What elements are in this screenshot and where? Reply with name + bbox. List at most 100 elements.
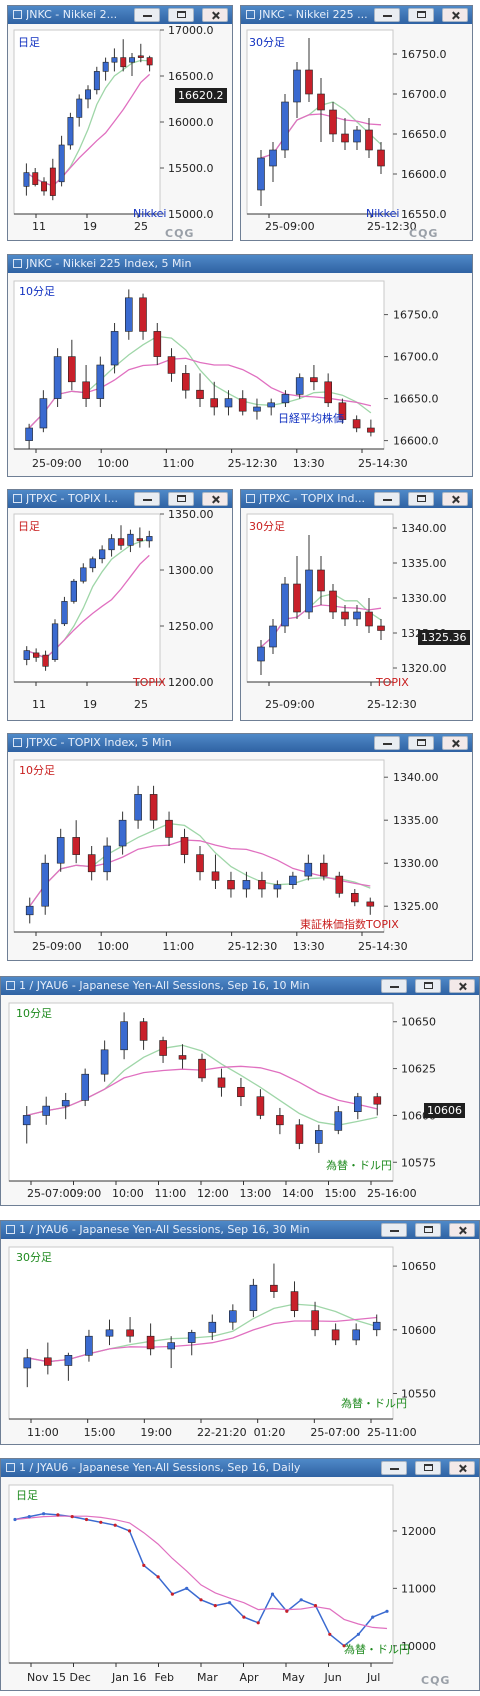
series-name-label: Nikkei xyxy=(366,207,400,220)
plot-area[interactable]: 10650 10625 10600 10575 25-07:00 09:00 10:00 11… xyxy=(1,995,479,1205)
chart-window-nikkei-daily[interactable]: JNKC - Nikkei 2... 17000.0 16500.0 16000.0… xyxy=(7,5,233,241)
close-button[interactable] xyxy=(442,8,468,22)
minimize-button[interactable] xyxy=(374,8,400,22)
candle-body xyxy=(310,377,318,383)
minimize-button[interactable] xyxy=(381,979,407,993)
maximize-button[interactable] xyxy=(415,1461,441,1475)
candle-body xyxy=(32,172,39,185)
candle-body xyxy=(127,533,134,546)
minimize-button[interactable] xyxy=(374,492,400,506)
minimize-button[interactable] xyxy=(381,1223,407,1237)
title-bar[interactable]: 1 / JYAU6 - Japanese Yen-All Sessions, S… xyxy=(1,1221,479,1239)
period-label: 日足 xyxy=(18,36,40,49)
candlestick-chart: 1350.00 1300.00 1250.00 1200.00 11 19 25 xyxy=(13,508,214,711)
candle-body xyxy=(125,297,133,332)
period-label: 30分足 xyxy=(249,520,285,533)
close-button[interactable] xyxy=(442,736,468,750)
candle-body xyxy=(289,875,297,885)
maximize-button[interactable] xyxy=(168,8,194,22)
maximize-button[interactable] xyxy=(415,979,441,993)
candle-body xyxy=(41,181,48,192)
chart-window-nikkei-10min[interactable]: JNKC - Nikkei 225 Index, 5 Min 16750.0 16… xyxy=(7,254,473,477)
candle-body xyxy=(81,1073,89,1101)
candle-body xyxy=(146,57,153,66)
plot-area[interactable]: 1350.00 1300.00 1250.00 1200.00 11 19 25 日足 TO… xyxy=(8,508,232,720)
minimize-button[interactable] xyxy=(134,492,160,506)
title-bar[interactable]: JTPXC - TOPIX Index, 5 Min xyxy=(8,734,472,752)
candle-body xyxy=(89,558,96,569)
title-bar[interactable]: 1 / JYAU6 - Japanese Yen-All Sessions, S… xyxy=(1,1459,479,1477)
minimize-button[interactable] xyxy=(374,736,400,750)
x-tick-label: Mar xyxy=(197,1671,218,1684)
candle-body xyxy=(317,569,325,592)
chart-window-topix-30min[interactable]: JTPXC - TOPIX Ind... 1340.00 1335.00 1330.… xyxy=(240,489,473,721)
window-title: JNKC - Nikkei 225 ... xyxy=(259,8,368,21)
plot-area[interactable]: 16750.0 16700.0 16650.0 16600.0 25-09:00 10:0… xyxy=(8,273,472,476)
plot-area[interactable]: 10650 10600 10550 11:00 15:00 19:00 22-21:20 01… xyxy=(1,1239,479,1444)
series-name-label: Nikkei xyxy=(133,207,167,220)
x-tick-label: 01:20 xyxy=(254,1426,286,1439)
chart-window-topix-10min[interactable]: JTPXC - TOPIX Index, 5 Min 1340.00 1335.0… xyxy=(7,733,473,961)
data-point xyxy=(385,1609,389,1613)
candle-body xyxy=(139,297,147,332)
period-label: 10分足 xyxy=(16,1007,52,1020)
title-bar[interactable]: JNKC - Nikkei 225 Index, 5 Min xyxy=(8,255,472,273)
candle-body xyxy=(331,1329,340,1341)
chart-window-yen-30min[interactable]: 1 / JYAU6 - Japanese Yen-All Sessions, S… xyxy=(0,1220,480,1445)
close-button[interactable] xyxy=(449,1461,475,1475)
close-button[interactable] xyxy=(202,8,228,22)
y-tick-label: 10550 xyxy=(401,1388,436,1401)
y-tick-label: 16600.0 xyxy=(401,168,447,181)
maximize-button[interactable] xyxy=(408,8,434,22)
y-tick-label: 1300.00 xyxy=(168,564,214,577)
candle-body xyxy=(367,427,375,433)
minimize-button[interactable] xyxy=(134,8,160,22)
period-label: 10分足 xyxy=(19,764,55,777)
plot-area[interactable]: 1340.00 1335.00 1330.00 1325.00 25-09:00 10:0… xyxy=(8,752,472,960)
chart-window-yen-10min[interactable]: 1 / JYAU6 - Japanese Yen-All Sessions, S… xyxy=(0,976,480,1206)
candle-body xyxy=(42,654,49,667)
close-button[interactable] xyxy=(449,979,475,993)
candle-body xyxy=(120,1021,128,1051)
data-point xyxy=(13,1517,17,1522)
chart-window-topix-daily[interactable]: JTPXC - TOPIX I... 1350.00 1300.00 1250.00… xyxy=(7,489,233,721)
plot-area[interactable]: 17000.0 16500.0 16000.0 15500.0 15000.0 11 19 2… xyxy=(8,24,232,240)
maximize-button[interactable] xyxy=(415,1223,441,1237)
candle-body xyxy=(329,109,337,135)
title-bar[interactable]: JTPXC - TOPIX I... xyxy=(8,490,232,508)
plot-area[interactable]: 16750.0 16700.0 16650.0 16600.0 16550.0 25-09… xyxy=(241,24,472,240)
title-bar[interactable]: JNKC - Nikkei 2... xyxy=(8,6,232,24)
title-bar[interactable]: 1 / JYAU6 - Japanese Yen-All Sessions, S… xyxy=(1,977,479,995)
close-button[interactable] xyxy=(202,492,228,506)
candle-body xyxy=(341,133,349,143)
close-button[interactable] xyxy=(449,1223,475,1237)
close-button[interactable] xyxy=(442,492,468,506)
data-point xyxy=(328,1632,332,1636)
y-tick-label: 1350.00 xyxy=(168,508,214,521)
x-tick-label: 19 xyxy=(83,698,97,711)
candle-body xyxy=(365,129,373,151)
title-bar[interactable]: JTPXC - TOPIX Ind... xyxy=(241,490,472,508)
maximize-button[interactable] xyxy=(168,492,194,506)
chart-window-yen-daily[interactable]: 1 / JYAU6 - Japanese Yen-All Sessions, S… xyxy=(0,1458,480,1691)
candle-body xyxy=(352,419,361,429)
minimize-button[interactable] xyxy=(381,1461,407,1475)
chart-window-nikkei-30min[interactable]: JNKC - Nikkei 225 ... 16750.0 16700.0 1665… xyxy=(240,5,473,241)
window-title: 1 / JYAU6 - Japanese Yen-All Sessions, S… xyxy=(19,979,310,992)
maximize-button[interactable] xyxy=(408,736,434,750)
maximize-button[interactable] xyxy=(408,492,434,506)
plot-area[interactable]: 1340.001335.001330.001325.001320.0025-09… xyxy=(241,508,472,720)
period-label: 日足 xyxy=(18,520,40,533)
data-point xyxy=(299,1598,303,1602)
y-tick-label: 10575 xyxy=(401,1156,436,1169)
x-tick-label: 10:00 xyxy=(112,1187,144,1200)
period-label: 30分足 xyxy=(249,36,285,49)
y-tick-label: 16550.0 xyxy=(401,208,447,221)
y-tick-label: 15000.0 xyxy=(168,208,214,221)
plot-background xyxy=(13,280,385,450)
plot-area[interactable]: 12000 11000 10000 Nov 15 Dec Jan 16 Feb Mar Apr M… xyxy=(1,1477,479,1690)
title-bar[interactable]: JNKC - Nikkei 225 ... xyxy=(241,6,472,24)
candle-body xyxy=(51,623,59,660)
candlestick-chart: 16750.0 16700.0 16650.0 16600.0 16550.0 25-09… xyxy=(246,29,447,233)
